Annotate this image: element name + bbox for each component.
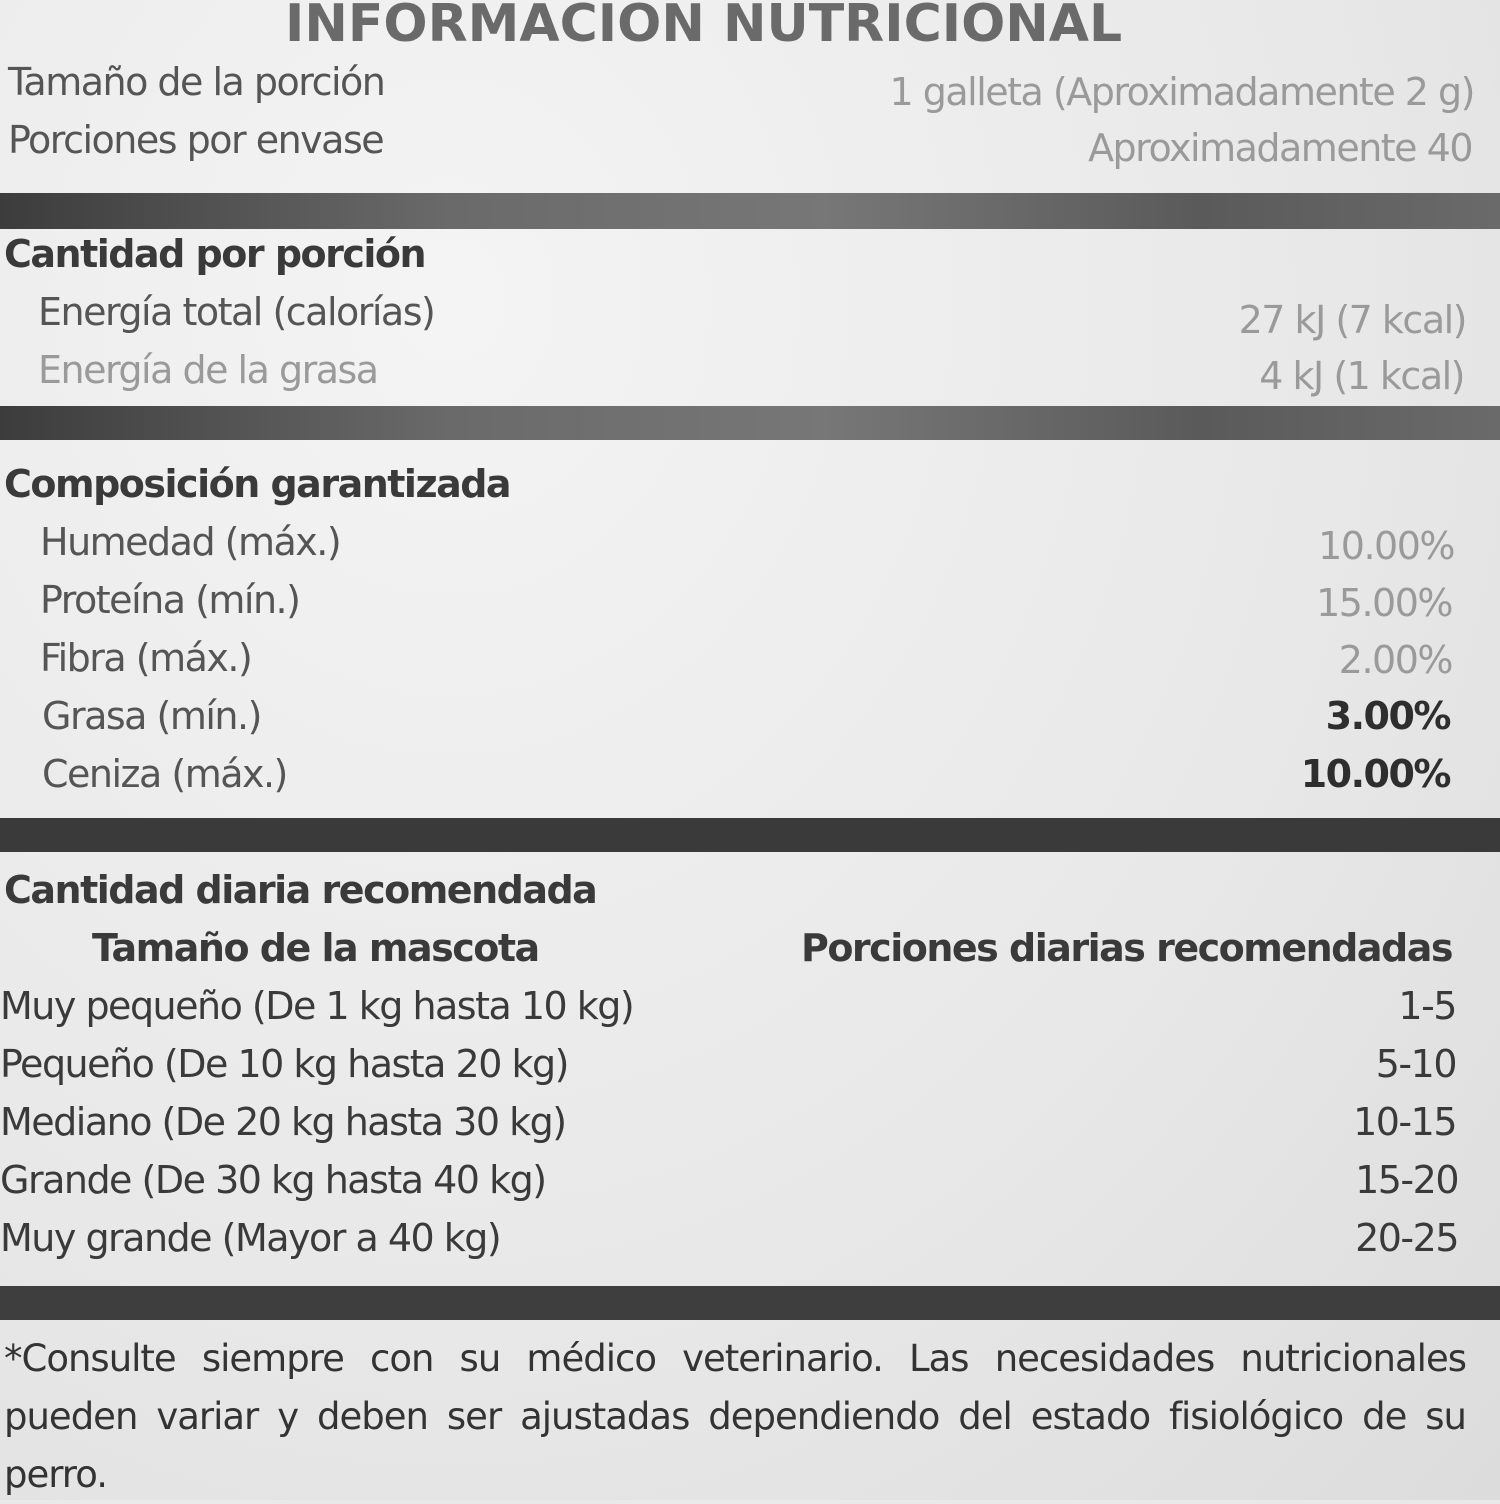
portions-value: 20-25 <box>1355 1216 1459 1260</box>
analysis-row-label: Grasa (mín.) <box>42 694 262 738</box>
energy-fat-value: 4 kJ (1 kcal) <box>1259 354 1465 398</box>
guaranteed-analysis-heading: Composición garantizada <box>4 462 512 506</box>
column-header-pet-size: Tamaño de la mascota <box>92 926 540 970</box>
analysis-row-value: 10.00% <box>1300 752 1452 796</box>
pet-size-row: Pequeño (De 10 kg hasta 20 kg) <box>0 1042 569 1086</box>
divider-band <box>0 818 1500 852</box>
servings-per-container-label: Porciones por envase <box>8 118 385 162</box>
divider-band <box>0 1286 1500 1320</box>
pet-size-row: Grande (De 30 kg hasta 40 kg) <box>0 1158 547 1202</box>
analysis-row-value: 15.00% <box>1316 581 1453 625</box>
analysis-row-label: Humedad (máx.) <box>40 520 342 564</box>
energy-total-value: 27 kJ (7 kcal) <box>1238 298 1468 342</box>
analysis-row-value: 10.00% <box>1318 524 1455 568</box>
daily-recommendation-heading: Cantidad diaria recomendada <box>4 868 598 912</box>
analysis-row-value: 3.00% <box>1325 694 1452 738</box>
column-header-daily-portions: Porciones diarias recomendadas <box>800 926 1454 970</box>
divider-band <box>0 406 1500 440</box>
portions-value: 1-5 <box>1398 984 1457 1028</box>
amount-per-serving-heading: Cantidad por porción <box>4 232 427 276</box>
pet-size-row: Muy grande (Mayor a 40 kg) <box>0 1216 502 1260</box>
serving-size-label: Tamaño de la porción <box>8 60 386 104</box>
portions-value: 15-20 <box>1355 1158 1459 1202</box>
serving-size-value: 1 galleta (Aproximadamente 2 g) <box>889 70 1475 114</box>
divider-band <box>0 193 1500 229</box>
footnote: *Consulte siempre con su médico veterina… <box>4 1337 1467 1496</box>
energy-total-label: Energía total (calorías) <box>38 290 436 334</box>
analysis-row-label: Ceniza (máx.) <box>42 752 288 796</box>
analysis-row-label: Proteína (mín.) <box>40 578 301 622</box>
analysis-row-label: Fibra (máx.) <box>40 636 253 680</box>
energy-fat-label: Energía de la grasa <box>38 348 379 392</box>
label-title: INFORMACIÓN NUTRICIONAL <box>285 0 1123 54</box>
analysis-row-value: 2.00% <box>1338 638 1454 682</box>
portions-value: 5-10 <box>1375 1042 1458 1086</box>
servings-per-container-value: Aproximadamente 40 <box>1088 126 1473 170</box>
pet-size-row: Muy pequeño (De 1 kg hasta 10 kg) <box>0 984 635 1028</box>
portions-value: 10-15 <box>1353 1100 1457 1144</box>
pet-size-row: Mediano (De 20 kg hasta 30 kg) <box>0 1100 567 1144</box>
